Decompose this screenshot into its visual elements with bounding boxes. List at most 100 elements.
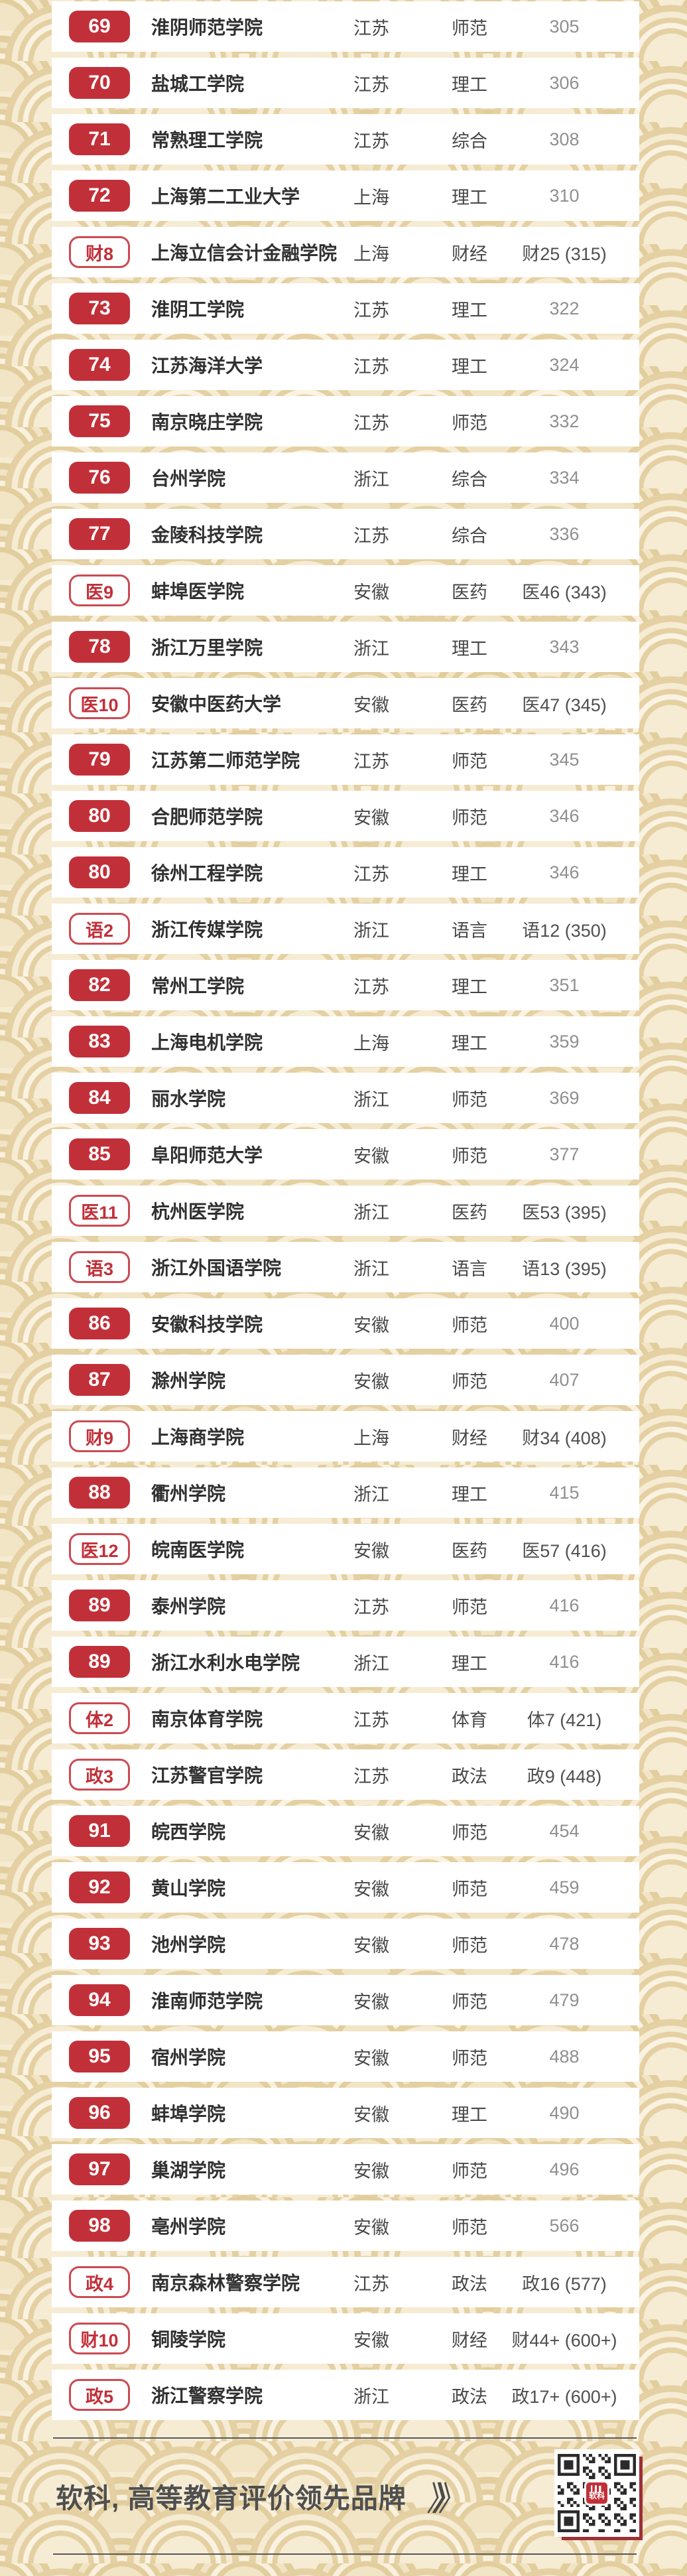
university-name: 浙江警察学院 bbox=[151, 2386, 263, 2406]
score: 415 bbox=[549, 1482, 580, 1503]
category: 理工 bbox=[452, 74, 487, 95]
category: 理工 bbox=[452, 977, 487, 997]
ranking-row: 85 阜阳师范大学 安徽 师范 377 bbox=[52, 1129, 639, 1180]
rank-badge: 80 bbox=[69, 856, 130, 888]
score: 医46 (343) bbox=[522, 582, 607, 602]
ranking-row: 87 滁州学院 安徽 师范 407 bbox=[52, 1355, 639, 1405]
rank-badge: 82 bbox=[69, 969, 130, 1001]
province: 江苏 bbox=[353, 751, 389, 772]
university-name: 金陵科技学院 bbox=[151, 525, 263, 545]
rank-badge: 语2 bbox=[69, 913, 130, 945]
brand-slogan: 软科, 高等教育评价领先品牌 bbox=[56, 2483, 406, 2514]
score: 346 bbox=[549, 805, 580, 826]
university-name: 蚌埠医学院 bbox=[151, 581, 245, 602]
province: 江苏 bbox=[353, 977, 389, 997]
score: 310 bbox=[549, 185, 580, 206]
university-name: 蚌埠学院 bbox=[151, 2104, 226, 2124]
university-name: 浙江水利水电学院 bbox=[151, 1653, 300, 1673]
category: 师范 bbox=[452, 1315, 487, 1335]
score: 377 bbox=[549, 1144, 580, 1164]
ranking-row: 77 金陵科技学院 江苏 综合 336 bbox=[52, 509, 639, 559]
category: 医药 bbox=[452, 1202, 487, 1223]
score: 345 bbox=[549, 749, 580, 770]
rank-badge: 财10 bbox=[69, 2323, 130, 2354]
university-name: 黄山学院 bbox=[151, 1878, 226, 1899]
score: 334 bbox=[549, 467, 580, 488]
score: 政16 (577) bbox=[522, 2273, 607, 2294]
category: 师范 bbox=[452, 807, 487, 828]
province: 安徽 bbox=[353, 2161, 389, 2181]
province: 江苏 bbox=[353, 2273, 389, 2294]
university-name: 常熟理工学院 bbox=[151, 130, 263, 151]
score: 351 bbox=[549, 975, 580, 995]
score: 416 bbox=[549, 1595, 580, 1615]
ranking-list: 69 淮阴师范学院 江苏 师范 305 70 盐城工学院 江苏 理工 306 71 常熟理工学院 江苏综… bbox=[52, 1, 639, 2420]
rank-badge: 医9 bbox=[69, 575, 130, 606]
category: 师范 bbox=[452, 1935, 487, 1956]
university-name: 上海电机学院 bbox=[151, 1032, 263, 1053]
score: 政17+ (600+) bbox=[511, 2386, 617, 2407]
university-name: 上海商学院 bbox=[151, 1427, 245, 1448]
category: 理工 bbox=[452, 2104, 487, 2125]
rank-badge: 94 bbox=[69, 1984, 130, 2016]
score: 语12 (350) bbox=[522, 920, 607, 941]
university-name: 皖南医学院 bbox=[151, 1540, 245, 1560]
university-name: 皖西学院 bbox=[151, 1822, 226, 1842]
category: 师范 bbox=[452, 1371, 487, 1392]
category: 师范 bbox=[452, 1879, 487, 1899]
province: 江苏 bbox=[353, 413, 389, 433]
rank-badge: 87 bbox=[69, 1364, 130, 1396]
rank-badge: 72 bbox=[69, 180, 130, 212]
rank-badge: 体2 bbox=[69, 1702, 130, 1734]
rank-badge: 财8 bbox=[69, 236, 130, 268]
province: 浙江 bbox=[353, 1484, 389, 1505]
university-name: 安徽中医药大学 bbox=[151, 694, 282, 714]
category: 语言 bbox=[452, 1258, 487, 1279]
province: 江苏 bbox=[353, 525, 389, 546]
province: 安徽 bbox=[353, 582, 389, 602]
province: 江苏 bbox=[353, 864, 389, 884]
ranking-row: 89 泰州学院 江苏 师范 416 bbox=[52, 1580, 639, 1631]
rank-badge: 政4 bbox=[69, 2266, 130, 2298]
category: 理工 bbox=[452, 356, 487, 377]
category: 师范 bbox=[452, 2217, 487, 2238]
university-name: 泰州学院 bbox=[151, 1596, 226, 1617]
university-name: 合肥师范学院 bbox=[151, 807, 263, 827]
category: 理工 bbox=[452, 1033, 487, 1053]
category: 理工 bbox=[452, 638, 487, 659]
score: 财44+ (600+) bbox=[511, 2330, 617, 2350]
category: 医药 bbox=[452, 1540, 487, 1561]
qr-code: ▎▍▌ 软科 bbox=[554, 2449, 639, 2537]
rank-badge: 89 bbox=[69, 1590, 130, 1621]
score: 496 bbox=[549, 2159, 580, 2179]
university-name: 南京晓庄学院 bbox=[151, 412, 263, 433]
province: 上海 bbox=[353, 1033, 389, 1053]
rank-badge: 74 bbox=[69, 349, 130, 381]
province: 江苏 bbox=[353, 300, 389, 320]
category: 政法 bbox=[452, 1766, 487, 1787]
ranking-row: 97 巢湖学院 安徽 师范 496 bbox=[52, 2144, 639, 2195]
ranking-row: 政4 南京森林警察学院 江苏 政法 政16 (577) bbox=[52, 2257, 639, 2307]
ranking-row: 政5 浙江警察学院 浙江 政法 政17+ (600+) bbox=[52, 2370, 639, 2420]
university-name: 浙江外国语学院 bbox=[151, 1258, 282, 1278]
rank-badge: 85 bbox=[69, 1138, 130, 1170]
category: 语言 bbox=[452, 920, 487, 941]
rank-badge: 医10 bbox=[69, 687, 130, 719]
ranking-row: 80 徐州工程学院 江苏 理工 346 bbox=[52, 847, 639, 898]
university-name: 丽水学院 bbox=[151, 1089, 226, 1109]
score: 财34 (408) bbox=[522, 1428, 607, 1448]
ranking-row: 80 合肥师范学院 安徽 师范 346 bbox=[52, 791, 639, 841]
ranking-row: 76 台州学院 浙江 综合 334 bbox=[52, 452, 639, 503]
province: 安徽 bbox=[353, 807, 389, 828]
province: 江苏 bbox=[353, 131, 389, 151]
rank-badge: 83 bbox=[69, 1026, 130, 1057]
ranking-row: 体2 南京体育学院 江苏 体育 体7 (421) bbox=[52, 1693, 639, 1743]
province: 江苏 bbox=[353, 1597, 389, 1617]
province: 上海 bbox=[353, 187, 389, 208]
category: 师范 bbox=[452, 751, 487, 772]
university-name: 上海立信会计金融学院 bbox=[151, 243, 338, 263]
university-name: 池州学院 bbox=[151, 1934, 226, 1955]
ranking-row: 财9 上海商学院 上海 财经 财34 (408) bbox=[52, 1411, 639, 1461]
category: 财经 bbox=[452, 1428, 487, 1448]
